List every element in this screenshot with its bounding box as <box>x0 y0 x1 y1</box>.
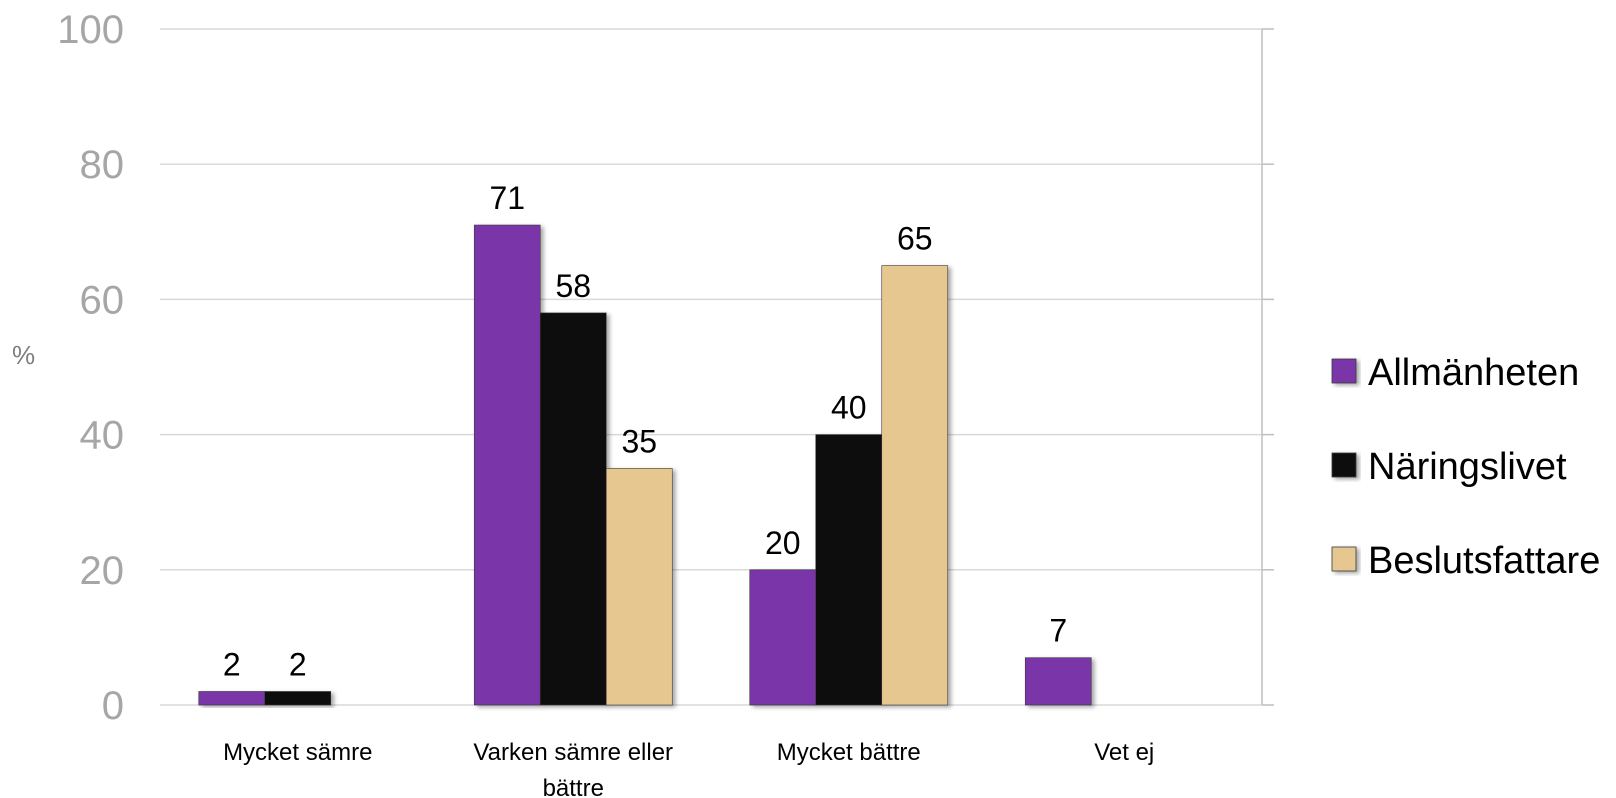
bar <box>881 265 949 706</box>
gridlines <box>160 28 1262 706</box>
y-tick-label: 60 <box>80 278 125 322</box>
bar <box>198 691 266 706</box>
data-label: 7 <box>1049 613 1067 649</box>
y-axis-label: % <box>12 340 35 370</box>
axes <box>1261 28 1274 706</box>
legend-label: Allmänheten <box>1368 352 1579 394</box>
data-label: 20 <box>765 525 801 561</box>
y-tick-label: 20 <box>80 549 125 593</box>
bar <box>264 691 332 706</box>
x-tick-label: Mycket bättre <box>777 739 921 766</box>
y-tick-label: 40 <box>80 414 125 458</box>
bar <box>605 468 673 706</box>
data-label: 2 <box>223 646 241 682</box>
bar <box>1024 657 1092 706</box>
data-label: 71 <box>489 180 525 216</box>
x-tick-label: Mycket sämre <box>223 739 372 766</box>
y-tick-label: 0 <box>102 684 124 728</box>
bar <box>749 569 817 706</box>
legend-swatch <box>1331 452 1357 478</box>
x-tick-label: Vet ej <box>1094 739 1154 766</box>
legend-label: Beslutsfattare <box>1368 540 1600 582</box>
bar <box>539 312 607 706</box>
y-tick-label: 80 <box>80 143 125 187</box>
y-tick-label: 100 <box>57 8 124 52</box>
data-label: 2 <box>289 646 307 682</box>
data-label: 40 <box>831 390 867 426</box>
legend-swatch <box>1331 546 1357 572</box>
data-label: 35 <box>621 423 657 459</box>
legend-swatch <box>1331 358 1357 384</box>
bars <box>198 224 1092 706</box>
legend-label: Näringslivet <box>1368 446 1567 488</box>
bar <box>815 434 883 706</box>
data-label: 65 <box>897 221 933 257</box>
bar <box>473 224 541 706</box>
x-tick-label: bättre <box>543 775 604 798</box>
labels: 0 20 40 60 80 100 Mycket sämre 2 2 Varken sämre e… <box>57 8 1154 798</box>
data-label: 58 <box>555 268 591 304</box>
x-tick-label: Varken sämre eller <box>473 739 673 766</box>
legend: Allmänheten Näringslivet Beslutsfattare <box>1331 352 1600 582</box>
